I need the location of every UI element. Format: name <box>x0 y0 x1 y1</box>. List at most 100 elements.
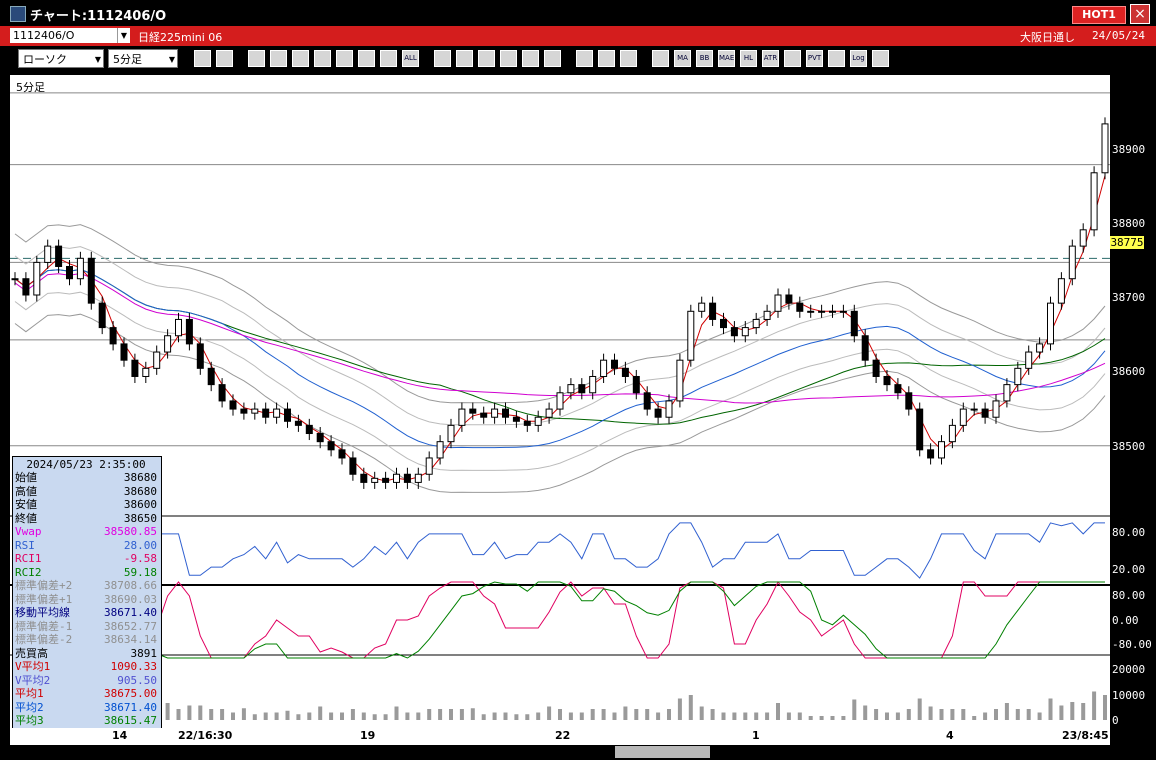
candle-body <box>654 408 662 418</box>
hot-button[interactable]: HOT1 <box>1072 6 1126 24</box>
scrollbar[interactable] <box>0 745 1156 760</box>
volume-bar <box>1037 712 1042 720</box>
candle-body <box>207 367 215 386</box>
all-icon[interactable]: ALL <box>402 50 419 67</box>
trash-icon[interactable] <box>544 50 561 67</box>
candle-body <box>850 310 858 337</box>
volume-bar <box>1026 709 1031 720</box>
candle-body <box>393 473 400 483</box>
tool-icon[interactable] <box>358 50 375 67</box>
color-icon[interactable] <box>620 50 637 67</box>
volume-bar <box>340 712 344 720</box>
chart-type-select[interactable]: ローソク ▼ <box>18 49 104 68</box>
candle-body <box>818 310 826 313</box>
volume-bar <box>579 712 584 720</box>
volume-bar <box>688 695 693 720</box>
rsi-tick-label: 20.00 <box>1112 563 1146 576</box>
tool-icon[interactable] <box>248 50 265 67</box>
candle-body <box>316 433 324 443</box>
candle-body <box>512 416 520 422</box>
pvt-icon[interactable]: PVT <box>806 50 823 67</box>
candle-body <box>327 441 335 451</box>
info-key: RSI <box>15 538 35 552</box>
tool-icon[interactable] <box>314 50 331 67</box>
info-value: 38675.00 <box>104 687 157 700</box>
price-tick-label: 38700 <box>1112 291 1146 304</box>
chevron-down-icon[interactable]: ▼ <box>117 28 130 43</box>
candle-body <box>502 408 509 418</box>
wrench-icon[interactable] <box>598 50 615 67</box>
atr-icon[interactable]: ATR <box>762 50 779 67</box>
volume-tick-label: 20000 <box>1112 663 1146 676</box>
pen-icon[interactable] <box>434 50 451 67</box>
candle-body <box>676 359 684 402</box>
volume-bar <box>797 712 802 720</box>
info-row: 安値 38600 <box>15 498 159 511</box>
candle-body <box>741 327 749 337</box>
box-icon[interactable] <box>828 50 845 67</box>
info-key: 標準偏差+1 <box>15 592 73 606</box>
candle-body <box>959 408 967 426</box>
volume-bar <box>438 709 443 720</box>
volume-bar <box>285 710 290 720</box>
gear-icon[interactable] <box>576 50 593 67</box>
volume-bar <box>765 712 770 720</box>
line-icon[interactable] <box>456 50 473 67</box>
candle-body <box>458 408 466 426</box>
rsi-tick-label: 80.00 <box>1112 526 1146 539</box>
plus-icon[interactable] <box>872 50 889 67</box>
volume-bar <box>1092 691 1097 720</box>
app-icon <box>10 6 26 22</box>
candle-body <box>807 310 815 313</box>
market-date: 24/05/24 <box>1092 29 1145 42</box>
scroll-thumb[interactable] <box>615 746 710 758</box>
volume-bar <box>350 709 355 720</box>
volume-bar <box>307 712 312 720</box>
cursor-icon[interactable] <box>478 50 495 67</box>
tool-icon[interactable] <box>270 50 287 67</box>
volume-bar <box>699 706 704 720</box>
symbol-code: 1112406/O <box>13 29 75 42</box>
log-icon[interactable]: Log <box>850 50 867 67</box>
tool-icon[interactable] <box>292 50 309 67</box>
volume-bar <box>405 712 410 720</box>
close-button[interactable]: × <box>1130 4 1150 24</box>
candle-body <box>66 265 73 280</box>
volume-bar <box>895 712 900 720</box>
candle-body <box>785 294 793 304</box>
info-value: 1090.33 <box>110 660 157 673</box>
info-key: RCI2 <box>15 565 42 579</box>
candle-body <box>382 477 390 483</box>
symbol-select[interactable]: 1112406/O ▼ <box>10 28 130 43</box>
window-title: チャート:1112406/O <box>30 9 167 24</box>
candle-body <box>1025 351 1033 369</box>
grid-icon[interactable] <box>216 50 233 67</box>
tool-icon[interactable] <box>336 50 353 67</box>
volume-bar <box>808 716 813 720</box>
chart-canvas[interactable] <box>10 75 1110 745</box>
bb-icon[interactable]: BB <box>696 50 713 67</box>
interval-select[interactable]: 5分足 ▼ <box>108 49 178 68</box>
arrow-icon[interactable] <box>500 50 517 67</box>
candle-body <box>992 400 1000 418</box>
candle-body <box>164 335 172 353</box>
candle-body <box>948 424 956 443</box>
volume-bar <box>983 712 988 720</box>
info-row: Vwap 38580.85 <box>15 525 159 538</box>
mae-icon[interactable]: MAE <box>718 50 735 67</box>
indicator-icon[interactable] <box>652 50 669 67</box>
volume-bar <box>274 712 279 720</box>
time-tick-label: 4 <box>946 729 954 742</box>
candle-body <box>763 310 771 320</box>
ma-icon[interactable]: MA <box>674 50 691 67</box>
hl-icon[interactable]: HL <box>740 50 757 67</box>
tool-icon[interactable] <box>380 50 397 67</box>
info-panel: 2024/05/23 2:35:00 始値 38680 高値 38680 安値 38600… <box>12 456 162 730</box>
indicator-icon[interactable] <box>784 50 801 67</box>
info-key: 高値 <box>15 484 37 498</box>
current-price-label: 38775 <box>1110 236 1144 249</box>
candle-body <box>720 318 727 329</box>
doc-icon[interactable] <box>522 50 539 67</box>
magnifier-icon[interactable] <box>194 50 211 67</box>
candle-body <box>698 302 706 312</box>
